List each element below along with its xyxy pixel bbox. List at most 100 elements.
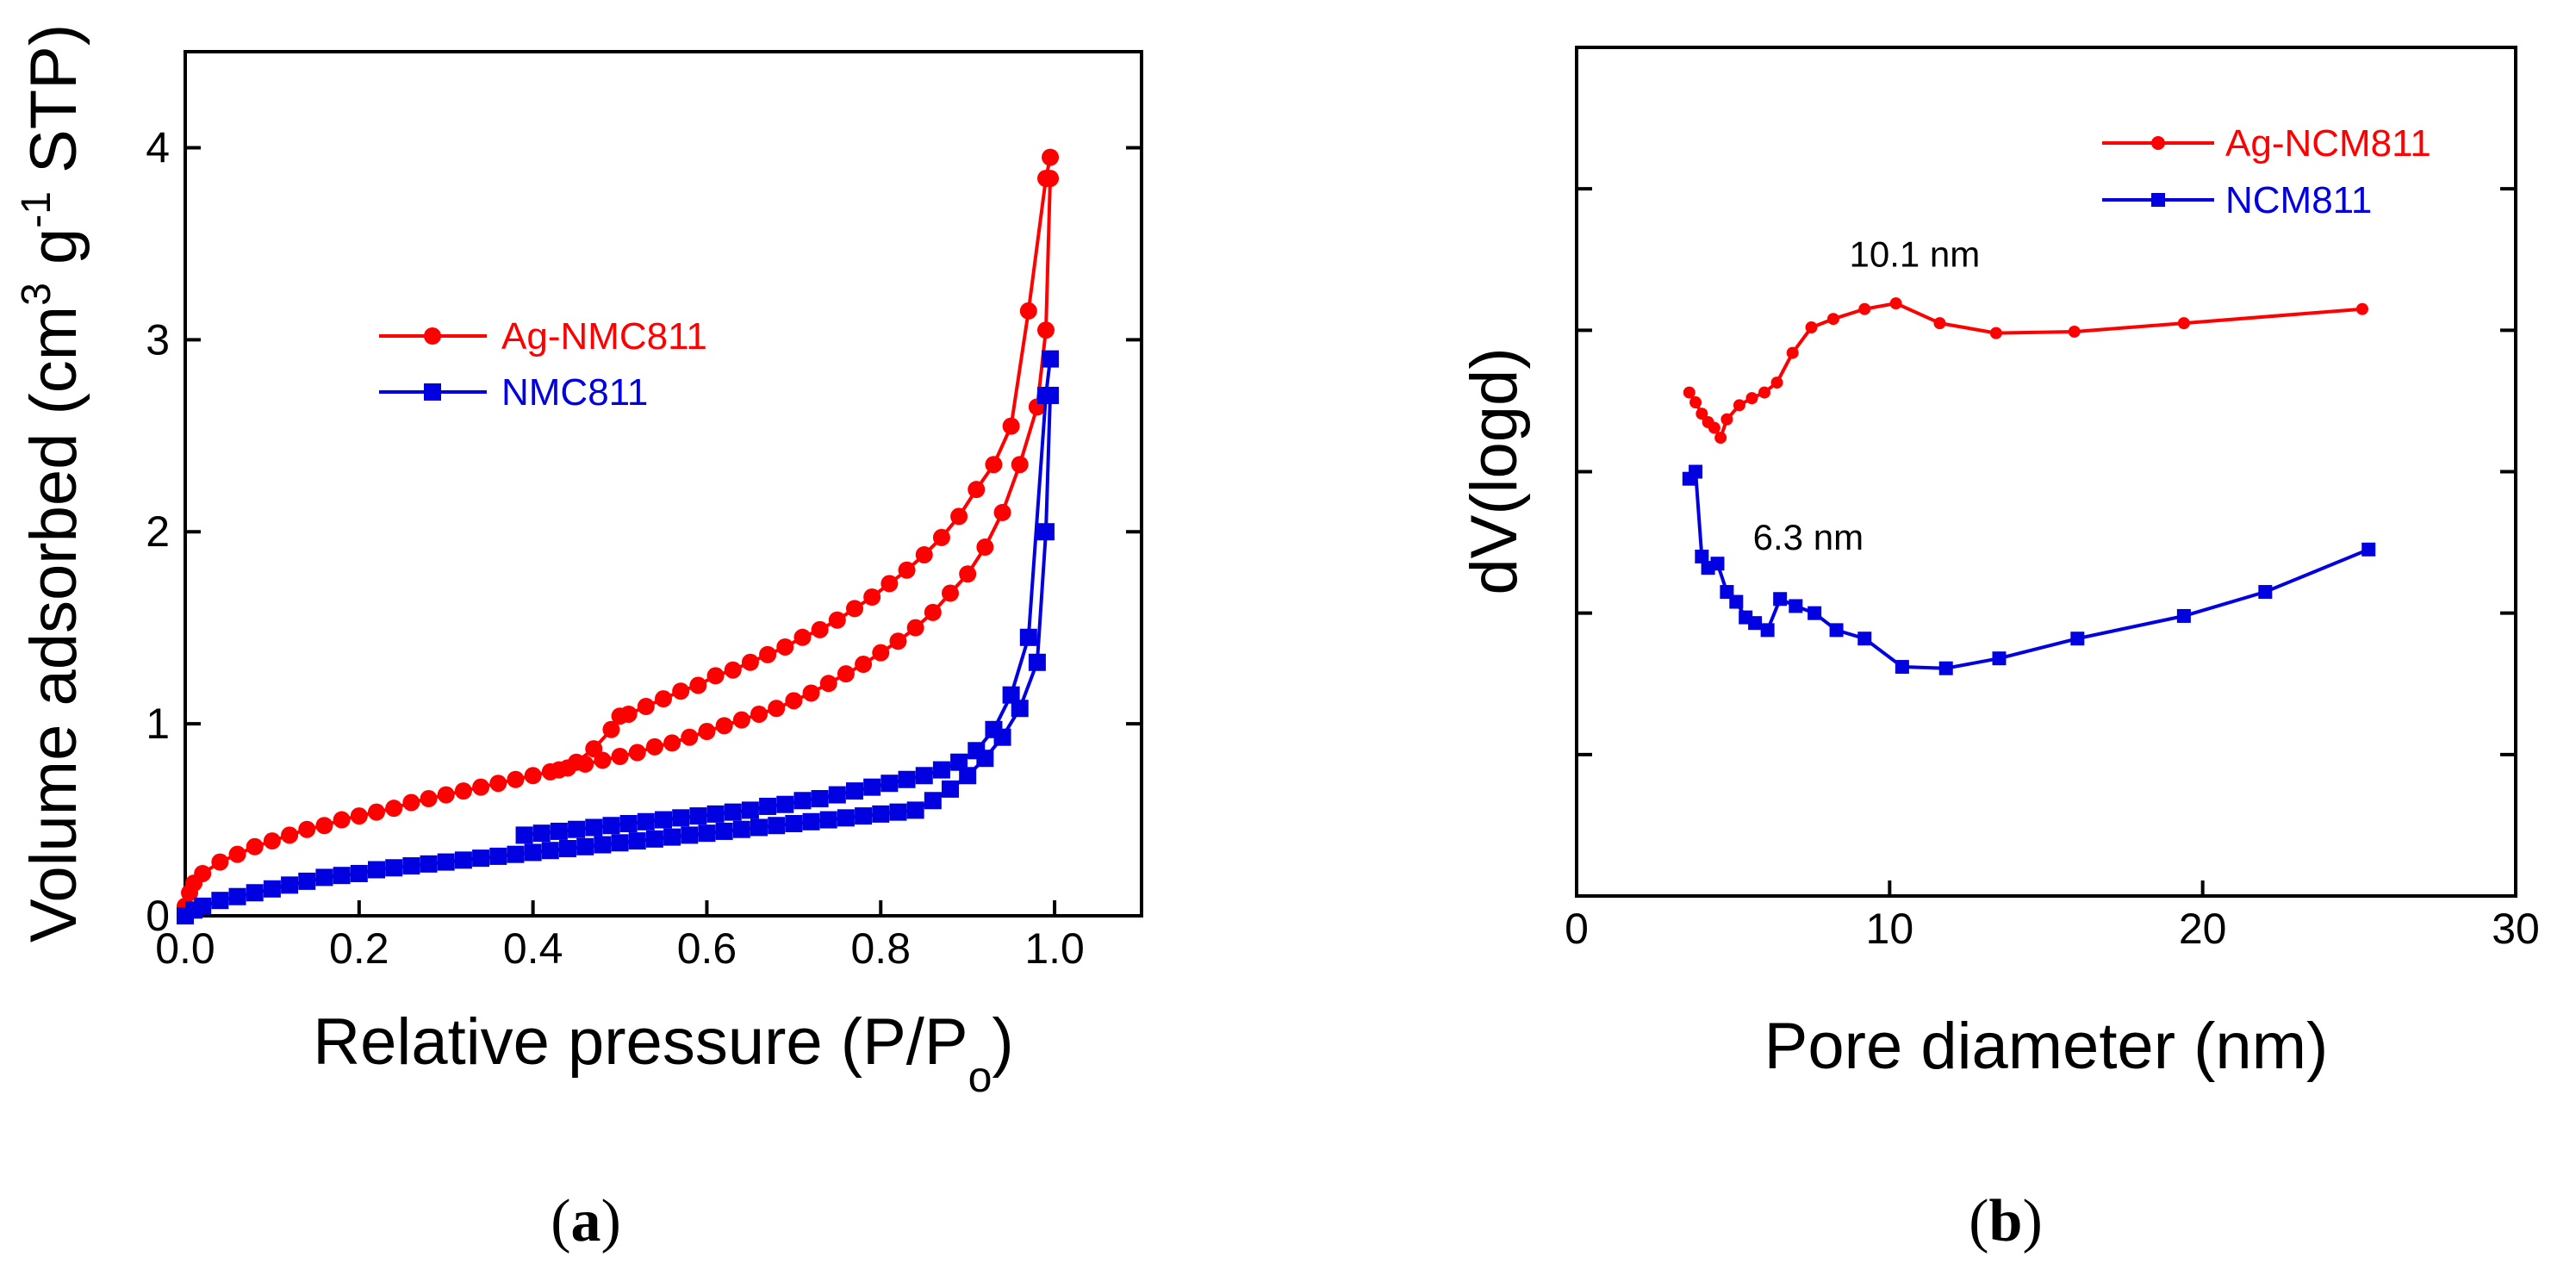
ag-ncm811-point bbox=[2177, 317, 2190, 330]
ag-nmc811-adsorption-point bbox=[350, 807, 368, 825]
ag-nmc811-adsorption-point bbox=[715, 717, 733, 735]
ag-nmc811-adsorption-point bbox=[959, 565, 977, 583]
x-tick-label: 0 bbox=[1565, 905, 1589, 953]
nmc811-desorption-point bbox=[637, 812, 655, 831]
x-tick-label: 10 bbox=[1866, 905, 1914, 953]
ag-nmc811-adsorption-point bbox=[298, 820, 316, 838]
ag-nmc811-adsorption-point bbox=[732, 711, 750, 729]
ncm811-point bbox=[1829, 623, 1844, 638]
panel-b-legend: Ag-NCM811 NCM811 bbox=[2102, 122, 2431, 221]
nmc811-adsorption-point bbox=[507, 845, 525, 863]
ncm811-point bbox=[1789, 599, 1803, 613]
nmc811-adsorption-point bbox=[315, 868, 333, 887]
nmc811-adsorption-point bbox=[942, 780, 959, 798]
panel-a-xlabel: Relative pressure (P/Po) bbox=[313, 1005, 1013, 1101]
ncm811-point bbox=[1938, 661, 1953, 675]
nmc811-adsorption-point bbox=[768, 817, 786, 835]
ncm811-point bbox=[1760, 623, 1775, 638]
nmc811-adsorption-point bbox=[524, 843, 542, 862]
ag-nmc811-desorption-point bbox=[706, 667, 725, 685]
nmc811-adsorption-point bbox=[785, 815, 803, 833]
nmc811-adsorption-point bbox=[855, 807, 873, 825]
ag-ncm811-point bbox=[1745, 392, 1758, 405]
panel-b-plot-frame bbox=[1575, 46, 2517, 898]
nmc811-adsorption-point bbox=[350, 864, 368, 882]
nmc811-adsorption-point bbox=[541, 842, 559, 860]
ag-nmc811-desorption-point bbox=[880, 575, 899, 593]
ag-nmc811-adsorption-point bbox=[437, 786, 455, 804]
peak-annotation: 10.1 nm bbox=[1850, 233, 1981, 274]
ag-nmc811-desorption-point bbox=[950, 507, 968, 526]
ncm811-point bbox=[1695, 550, 1709, 563]
ncm811-point bbox=[1895, 660, 1909, 675]
ncm811-point bbox=[1992, 651, 2007, 666]
ag-nmc811-adsorption-point bbox=[976, 538, 994, 557]
nmc811-desorption-point bbox=[672, 809, 690, 827]
nmc811-adsorption-point bbox=[889, 803, 907, 821]
panel-b-ticks: 0 10 20 30 bbox=[1565, 187, 2540, 953]
ag-ncm811-point bbox=[1696, 408, 1708, 420]
ag-ncm811-point bbox=[1858, 302, 1871, 315]
nmc811-desorption-point bbox=[515, 826, 533, 844]
ag-ncm811-point bbox=[1683, 386, 1696, 399]
legend-marker-ag-ncm811 bbox=[2151, 136, 2165, 150]
nmc811-desorption-point bbox=[550, 822, 568, 840]
nmc811-adsorption-point bbox=[715, 822, 733, 840]
nmc811-adsorption-point bbox=[559, 839, 576, 857]
nmc811-adsorption-point bbox=[246, 884, 264, 902]
ncm811-line bbox=[1688, 470, 2369, 670]
nmc811-desorption-point bbox=[811, 790, 829, 808]
nmc811-adsorption-point bbox=[333, 867, 351, 885]
ag-nmc811-adsorption-point bbox=[750, 705, 768, 723]
ncm811-point bbox=[2070, 632, 2085, 646]
nmc811-desorption-point bbox=[706, 805, 725, 823]
ag-nmc811-desorption-point bbox=[637, 698, 655, 716]
nmc811-adsorption-point bbox=[437, 853, 455, 871]
ag-ncm811-point bbox=[1933, 317, 1946, 330]
nmc811-adsorption-point bbox=[194, 897, 212, 915]
nmc811-adsorption-point bbox=[472, 849, 490, 868]
ag-nmc811-adsorption-point bbox=[524, 767, 542, 785]
ag-nmc811-adsorption-point bbox=[1011, 456, 1029, 474]
ncm811-point bbox=[1710, 557, 1725, 571]
nmc811-adsorption-point bbox=[628, 832, 646, 850]
nmc811-desorption-point bbox=[585, 818, 603, 837]
ag-ncm811-point bbox=[1889, 297, 1902, 310]
ag-nmc811-adsorption-point bbox=[211, 853, 229, 871]
nmc811-adsorption-point bbox=[594, 836, 612, 854]
ag-nmc811-adsorption-point bbox=[872, 644, 890, 662]
ag-nmc811-desorption-point bbox=[932, 528, 950, 546]
x-tick-label: 0.4 bbox=[503, 924, 563, 973]
ag-nmc811-desorption-point bbox=[1002, 417, 1020, 435]
ag-nmc811-adsorption-point bbox=[645, 737, 663, 756]
ag-nmc811-adsorption-point bbox=[315, 817, 333, 835]
nmc811-adsorption-point bbox=[872, 805, 890, 823]
ag-nmc811-desorption-point bbox=[585, 740, 603, 758]
ag-ncm811-point bbox=[1689, 396, 1702, 409]
ag-nmc811-desorption-point bbox=[898, 561, 916, 579]
panel-a-ticks: 0.0 0.2 0.4 0.6 0.8 1.0 0 1 2 3 4 bbox=[146, 123, 1142, 973]
nmc811-desorption-point bbox=[880, 775, 899, 793]
ag-nmc811-adsorption-point bbox=[368, 803, 385, 821]
legend-marker-nmc811 bbox=[424, 383, 441, 401]
ag-nmc811-adsorption-point bbox=[333, 811, 351, 829]
panel-a-isotherm-chart: 0.0 0.2 0.4 0.6 0.8 1.0 0 1 2 3 4 Volume adsorbed … bbox=[14, 24, 1143, 1254]
panel-a-ylabel: Volume adsorbed (cm3 g-1 STP) bbox=[14, 24, 90, 943]
ag-ncm811-point bbox=[1708, 421, 1720, 434]
legend-marker-ncm811 bbox=[2151, 193, 2165, 207]
nmc811-desorption-point bbox=[619, 815, 638, 833]
nmc811-adsorption-point bbox=[454, 851, 472, 869]
x-tick-label: 1.0 bbox=[1024, 924, 1085, 973]
nmc811-adsorption-point bbox=[489, 847, 507, 865]
nmc811-adsorption-point bbox=[368, 861, 385, 879]
ag-nmc811-desorption-point bbox=[828, 611, 846, 629]
nmc811-adsorption-point bbox=[663, 828, 681, 846]
nmc811-desorption-point bbox=[950, 753, 968, 771]
x-tick-label: 0.6 bbox=[677, 924, 737, 973]
ag-ncm811-point bbox=[2355, 302, 2368, 315]
nmc811-adsorption-point bbox=[211, 892, 229, 910]
panel-a-plot-frame bbox=[184, 50, 1143, 918]
nmc811-desorption-point bbox=[1002, 686, 1020, 704]
ncm811-point bbox=[2258, 585, 2273, 600]
y-tick-label: 4 bbox=[146, 123, 170, 171]
